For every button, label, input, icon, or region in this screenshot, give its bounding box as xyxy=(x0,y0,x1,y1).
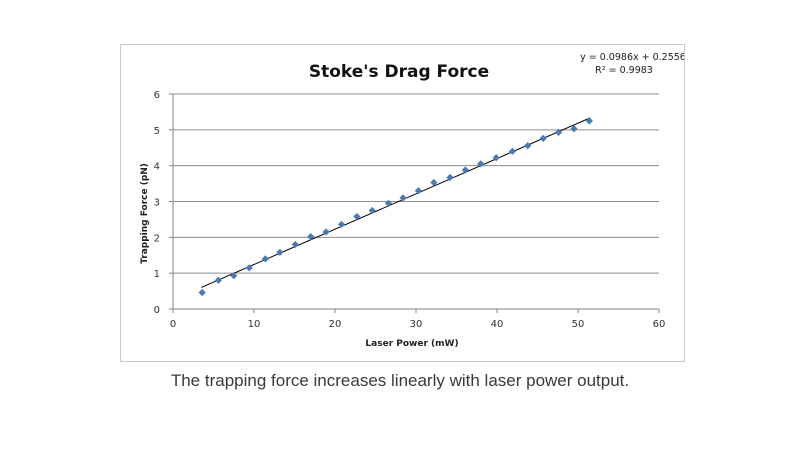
data-point xyxy=(307,233,315,241)
x-tick-label: 20 xyxy=(329,319,342,330)
chart-title: Stoke's Drag Force xyxy=(309,62,489,82)
data-point xyxy=(214,276,222,284)
x-tick-label: 0 xyxy=(170,319,176,330)
x-tick-label: 30 xyxy=(410,319,423,330)
data-point xyxy=(276,248,284,256)
y-tick-label: 2 xyxy=(154,233,160,244)
trendline xyxy=(201,117,591,288)
data-point xyxy=(353,212,361,221)
y-tick-label: 4 xyxy=(154,162,160,173)
data-point xyxy=(508,147,516,155)
data-point xyxy=(539,134,547,143)
data-point xyxy=(384,199,393,207)
data-point xyxy=(446,173,454,182)
x-tick-label: 40 xyxy=(491,319,504,330)
chart-frame: 0 1 2 3 4 5 6 0 10 20 30 40 50 60 Stoke's Drag Force La… xyxy=(120,44,685,362)
data-point xyxy=(430,178,438,187)
trendline-equation: y = 0.0986x + 0.2556 xyxy=(580,52,684,63)
data-point xyxy=(585,117,593,125)
data-point xyxy=(230,272,238,280)
data-point xyxy=(570,125,578,133)
data-point xyxy=(492,154,500,162)
data-point xyxy=(524,142,532,150)
data-point xyxy=(414,187,423,195)
data-point xyxy=(291,240,299,249)
data-point xyxy=(368,206,376,215)
x-axis-label: Laser Power (mW) xyxy=(365,339,458,349)
data-point xyxy=(554,128,563,136)
data-point xyxy=(399,194,407,202)
y-tick-label: 0 xyxy=(154,305,160,316)
r-squared-label: R² = 0.9983 xyxy=(595,65,653,76)
data-point xyxy=(261,255,269,263)
x-tick-label: 60 xyxy=(653,319,666,330)
y-tick-label: 6 xyxy=(154,90,160,101)
y-tick-label: 1 xyxy=(154,269,160,280)
x-tick-label: 10 xyxy=(248,319,261,330)
y-tick-label: 5 xyxy=(154,126,160,137)
y-tick-label: 3 xyxy=(154,198,160,209)
data-point xyxy=(198,288,206,297)
figure-caption: The trapping force increases linearly wi… xyxy=(170,371,630,390)
data-point xyxy=(461,166,470,174)
y-axis-label: Trapping Force (pN) xyxy=(140,163,150,264)
data-point xyxy=(477,160,485,168)
x-tick-label: 50 xyxy=(572,319,585,330)
